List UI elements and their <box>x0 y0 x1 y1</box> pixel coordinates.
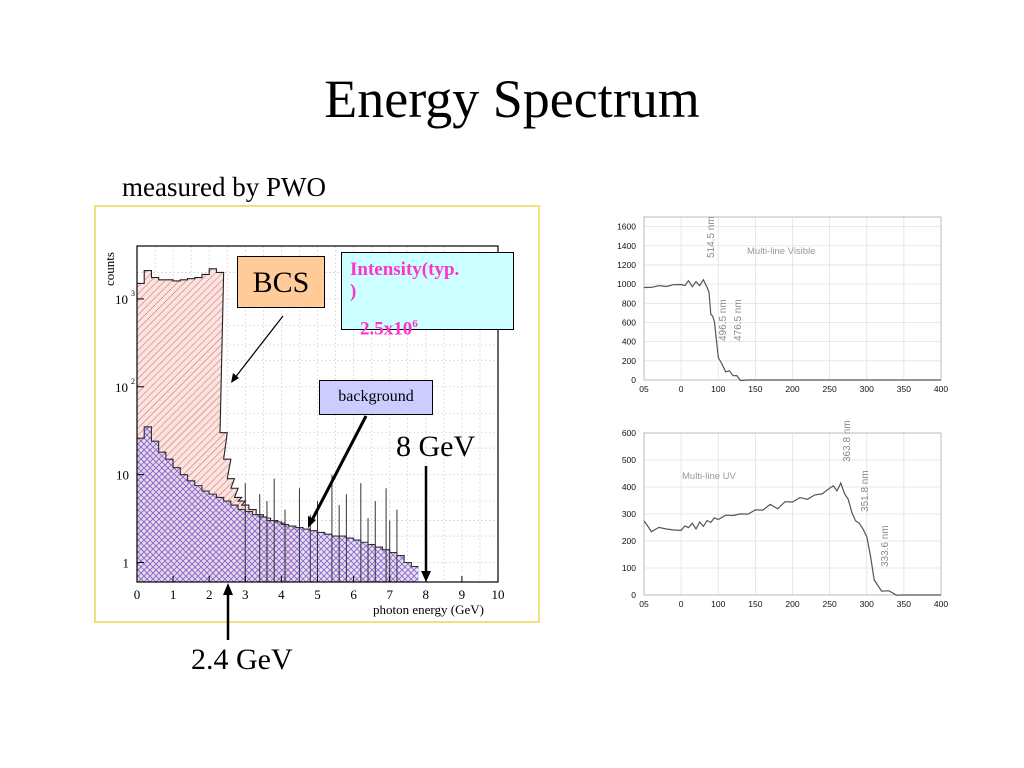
x-tick-label: 9 <box>459 587 466 602</box>
histogram-x-ticks: 0 1 2 3 4 5 6 7 8 9 10 <box>134 576 505 602</box>
background-arrow-head <box>308 516 316 528</box>
y-tick-label: 10 <box>116 468 129 483</box>
bcs-label-box: BCS <box>237 256 325 308</box>
x-tick-label: 8 <box>423 587 430 602</box>
8gev-arrow-head <box>421 571 431 582</box>
histogram-x-label: photon energy (GeV) <box>373 602 484 617</box>
energy-2-4gev-label: 2.4 GeV <box>191 643 293 676</box>
background-arrow <box>309 415 368 523</box>
x-tick-label: 3 <box>242 587 249 602</box>
x-tick-label: 0 <box>134 587 141 602</box>
y-tick-label: 10 <box>115 380 128 395</box>
bcs-arrow-head <box>231 373 239 383</box>
x-tick-label: 6 <box>350 587 357 602</box>
subtitle: measured by PWO <box>122 172 326 202</box>
x-tick-label: 4 <box>278 587 285 602</box>
intensity-label-close: ) <box>350 281 357 302</box>
background-label-box: background <box>319 380 433 415</box>
energy-8gev-label: 8 GeV <box>396 430 476 463</box>
page-title: Energy Spectrum <box>324 69 700 129</box>
y-tick-exponent: 3 <box>131 289 135 298</box>
histogram-area-background <box>137 426 419 582</box>
histogram-series <box>137 268 419 582</box>
x-tick-label: 7 <box>386 587 393 602</box>
intensity-label: Intensity(typ. <box>350 259 460 280</box>
y-tick-exponent: 2 <box>131 377 135 386</box>
bcs-arrow <box>233 315 284 380</box>
intensity-box: Intensity(typ. ) 2.5x106 <box>341 252 514 339</box>
x-tick-label: 5 <box>314 587 321 602</box>
y-tick-label: 10 <box>115 292 128 307</box>
histogram-y-label: counts <box>102 252 117 286</box>
24gev-arrow-head <box>223 583 233 595</box>
x-tick-label: 2 <box>206 587 213 602</box>
x-tick-label: 10 <box>492 587 505 602</box>
x-tick-label: 1 <box>170 587 177 602</box>
histogram-outline-bcs <box>137 268 300 530</box>
intensity-value: 2.5x106 <box>360 318 418 340</box>
y-tick-label: 1 <box>123 556 130 571</box>
